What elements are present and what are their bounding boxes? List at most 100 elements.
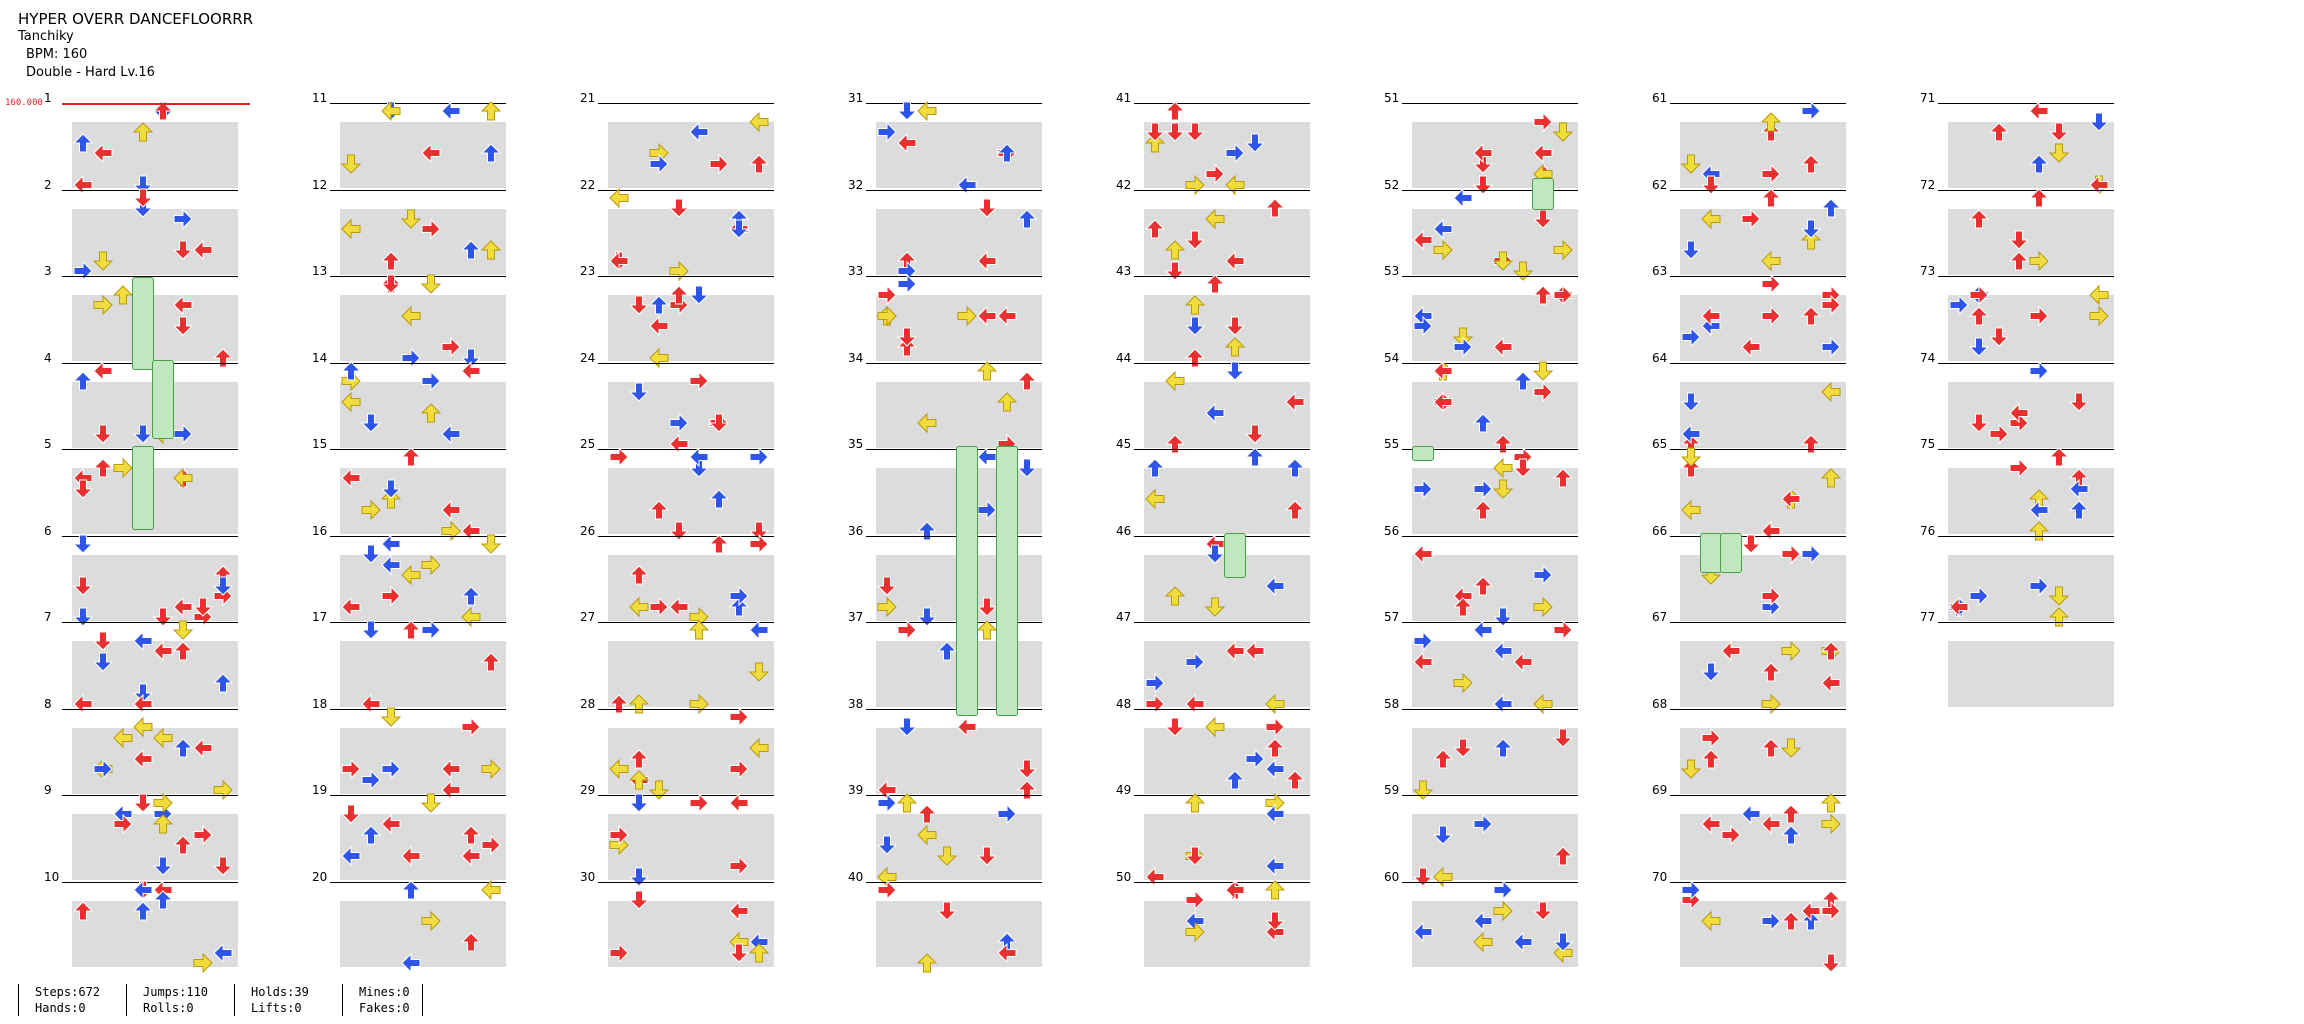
arrow-icon <box>728 758 750 780</box>
arrow-icon <box>648 499 670 521</box>
arrow-icon <box>748 661 770 683</box>
arrow-icon <box>152 889 174 911</box>
beat-stripe <box>1412 403 1578 426</box>
arrow-icon <box>1164 121 1186 143</box>
measure-number: 30 <box>580 869 596 884</box>
measure-line <box>330 535 506 537</box>
measure-number: 40 <box>848 869 864 884</box>
arrow-icon <box>608 758 630 780</box>
arrow-icon <box>1680 499 1702 521</box>
measure-number: 46 <box>1116 523 1132 538</box>
arrow-icon <box>1204 596 1226 618</box>
arrow-icon <box>1552 727 1574 749</box>
stat-hands: Hands:0 <box>35 1001 86 1015</box>
beat-stripe <box>876 295 1042 317</box>
measure-line <box>598 103 774 104</box>
beat-stripe <box>340 858 506 880</box>
arrow-icon <box>1700 727 1722 749</box>
measure-line <box>1402 362 1578 364</box>
arrow-icon <box>92 294 114 316</box>
beat-stripe <box>876 749 1042 772</box>
beat-stripe <box>1948 230 2114 253</box>
measure-block: 59 <box>1384 784 1578 887</box>
measure-number: 20 <box>312 869 328 884</box>
measure-block: 62 <box>1652 179 1846 275</box>
arrow-icon <box>1016 758 1038 780</box>
arrow-icon <box>668 412 690 434</box>
measure-block: 38 <box>848 698 1042 801</box>
measure-block: 53 <box>1384 265 1578 361</box>
measure-line <box>1402 103 1578 104</box>
beat-stripe <box>1680 944 1846 967</box>
arrow-icon <box>1472 478 1494 500</box>
measure-number: 24 <box>580 350 596 365</box>
arrow-icon <box>728 792 750 814</box>
song-header: HYPER OVERR DANCEFLOORRR Tanchiky BPM: 1… <box>18 10 253 82</box>
arrow-icon <box>192 824 214 846</box>
measure-number: 67 <box>1652 610 1668 624</box>
arrow-icon <box>480 239 502 261</box>
arrow-icon <box>1184 347 1206 369</box>
beat-stripe <box>72 663 238 685</box>
arrow-icon <box>72 900 94 922</box>
arrow-icon <box>936 900 958 922</box>
measure-line <box>1134 535 1310 537</box>
arrow-icon <box>976 596 998 618</box>
arrow-icon <box>1144 488 1166 510</box>
arrow-icon <box>132 748 154 770</box>
arrow-icon <box>1472 174 1494 196</box>
measure-block: 56 <box>1384 525 1578 627</box>
beat-stripe <box>72 468 238 490</box>
arrow-icon <box>1184 889 1206 911</box>
beat-stripe <box>1680 339 1846 361</box>
beat-stripe <box>1144 598 1310 621</box>
measure-block: 57 <box>1384 611 1578 714</box>
arrow-icon <box>916 803 938 825</box>
arrow-icon <box>172 294 194 316</box>
measure-line <box>1670 189 1846 191</box>
measure-number: 47 <box>1116 610 1132 624</box>
arrow-icon <box>748 737 770 759</box>
arrow-icon <box>1452 187 1474 209</box>
measure-block: 19 <box>312 784 506 880</box>
arrow-icon <box>1740 336 1762 358</box>
arrow-icon <box>440 100 462 122</box>
measure-block: 54 <box>1384 352 1578 454</box>
arrow-icon <box>1760 111 1782 133</box>
arrow-icon <box>460 585 482 607</box>
arrow-icon <box>72 533 94 555</box>
beat-stripe <box>340 727 506 750</box>
arrow-icon <box>2068 391 2090 413</box>
arrow-icon <box>1760 661 1782 683</box>
song-artist: Tanchiky <box>18 29 74 44</box>
arrow-icon <box>628 596 650 618</box>
arrow-icon <box>192 952 214 974</box>
beat-stripe <box>1144 208 1310 231</box>
arrow-icon <box>152 792 174 814</box>
measure-number: 64 <box>1652 350 1668 365</box>
arrow-icon <box>420 218 442 240</box>
arrow-icon <box>628 769 650 791</box>
beat-stripe <box>72 771 238 794</box>
arrow-icon <box>1204 716 1226 738</box>
beat-stripe <box>876 208 1042 231</box>
beat-stripe <box>1144 230 1310 253</box>
arrow-icon <box>212 575 234 597</box>
arrow-icon <box>668 596 690 618</box>
measure-number: 14 <box>312 350 328 365</box>
measure-number: 60 <box>1384 869 1400 884</box>
arrow-icon <box>628 564 650 586</box>
arrow-icon <box>748 520 770 542</box>
arrow-icon <box>1988 423 2010 445</box>
beat-stripe <box>876 122 1042 144</box>
bpm-marker-line <box>62 103 250 105</box>
arrow-icon <box>480 142 502 164</box>
beat-stripe <box>340 663 506 685</box>
measure-line <box>1938 276 2114 277</box>
measure-line <box>62 189 238 191</box>
arrow-icon <box>748 942 770 964</box>
arrow-icon <box>340 596 362 618</box>
arrow-icon <box>1244 640 1266 662</box>
arrow-icon <box>1800 900 1822 922</box>
measure-number: 54 <box>1384 350 1400 365</box>
